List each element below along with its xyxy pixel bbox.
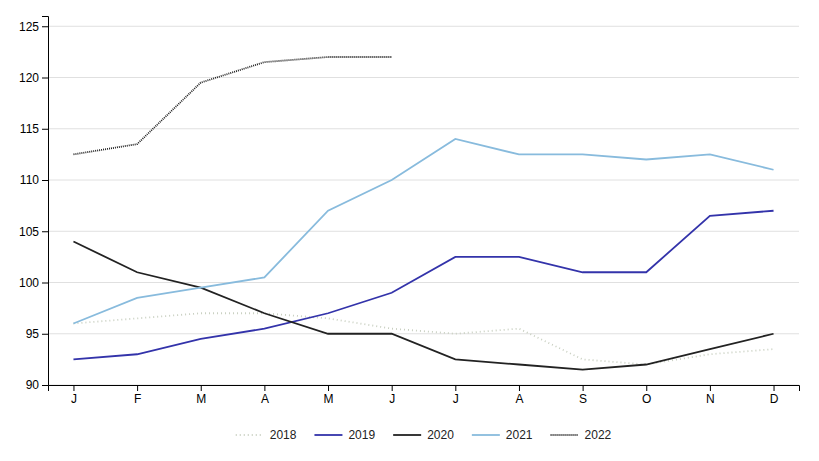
y-tick: 115 — [20, 122, 48, 136]
x-tick-mark — [710, 385, 711, 391]
y-tick-label: 120 — [19, 71, 39, 85]
y-tick-mark — [42, 334, 48, 335]
y-tick-mark — [42, 385, 48, 386]
y-tick-label: 125 — [19, 20, 39, 34]
y-tick-mark — [42, 180, 48, 181]
y-tick: 100 — [19, 276, 48, 290]
legend-swatch — [236, 434, 264, 436]
x-tick-mark — [137, 385, 138, 391]
plot-root: 90 95 100 105 110 115 120 125 J F M A M J J A S O N D — [19, 17, 800, 406]
x-tick: J — [71, 385, 77, 406]
y-axis: 90 95 100 105 110 115 120 125 — [19, 17, 49, 393]
series-line — [73, 57, 391, 154]
grid-line — [48, 180, 799, 181]
x-axis-line — [49, 386, 800, 392]
x-tick-mark — [583, 385, 584, 391]
legend-swatch — [472, 434, 500, 436]
x-tick: O — [642, 385, 651, 406]
x-axis: JFMAMJJASOND — [49, 385, 800, 406]
y-tick-mark — [42, 26, 48, 27]
legend-label: 2018 — [270, 428, 297, 442]
x-tick-mark — [328, 385, 329, 391]
legend-label: 2021 — [506, 428, 533, 442]
x-tick: F — [134, 385, 141, 406]
legend-swatch — [393, 434, 421, 436]
y-tick-mark — [42, 231, 48, 232]
y-tick: 95 — [26, 327, 48, 341]
x-tick-mark — [73, 385, 74, 391]
y-tick-label: 110 — [20, 173, 39, 187]
y-tick-label: 95 — [26, 327, 40, 341]
chart-container: 9095100105110115120125JFMAMJJASOND201820… — [0, 0, 819, 461]
grid-line — [48, 128, 799, 129]
x-tick-label: A — [515, 392, 523, 406]
y-tick-label: 115 — [20, 122, 39, 136]
x-tick-mark — [264, 385, 265, 391]
series-line — [73, 139, 773, 324]
x-tick-label: J — [71, 392, 77, 406]
legend-item: 2021 — [472, 428, 533, 442]
x-tick-label: M — [196, 392, 206, 406]
x-tick-mark — [201, 385, 202, 391]
y-tick-mark — [42, 129, 48, 130]
legend-swatch — [551, 434, 579, 436]
grid-line — [48, 26, 799, 27]
chart-svg: 9095100105110115120125JFMAMJJASOND201820… — [0, 0, 819, 461]
y-tick: 90 — [26, 378, 48, 392]
x-tick-mark — [455, 385, 456, 391]
x-tick-label: J — [389, 392, 395, 406]
series-line — [73, 242, 773, 370]
y-tick: 125 — [19, 20, 48, 34]
x-tick-label: D — [770, 392, 779, 406]
x-tick-mark — [646, 385, 647, 391]
x-tick: M — [196, 385, 206, 406]
x-tick-label: F — [134, 392, 141, 406]
y-tick-mark — [42, 283, 48, 284]
series-line — [73, 211, 773, 360]
legend-label: 2022 — [585, 428, 612, 442]
y-tick: 110 — [20, 173, 48, 187]
x-tick: M — [324, 385, 334, 406]
x-tick: N — [706, 385, 715, 406]
x-tick-label: S — [579, 392, 587, 406]
y-axis-line — [42, 17, 49, 386]
x-tick: S — [579, 385, 587, 406]
x-tick-mark — [519, 385, 520, 391]
y-tick: 120 — [19, 71, 48, 85]
x-tick: J — [389, 385, 395, 406]
x-tick-label: O — [642, 392, 651, 406]
legend-item: 2019 — [314, 428, 375, 442]
x-tick: J — [453, 385, 459, 406]
y-tick-mark — [42, 78, 48, 79]
grid-line — [48, 333, 799, 334]
legend-label: 2019 — [348, 428, 375, 442]
legend-item: 2018 — [236, 428, 297, 442]
grid-line — [48, 231, 799, 232]
legend-item: 2020 — [393, 428, 454, 442]
x-tick-label: A — [261, 392, 269, 406]
grid-line — [48, 282, 799, 283]
lines — [73, 57, 773, 370]
y-tick-label: 105 — [19, 225, 39, 239]
x-tick-label: M — [324, 392, 334, 406]
grid-line — [48, 77, 799, 78]
y-tick-label: 90 — [26, 378, 40, 392]
x-tick-label: N — [706, 392, 715, 406]
x-tick-mark — [774, 385, 775, 391]
grid — [48, 26, 799, 385]
legend-swatch — [314, 434, 342, 436]
x-tick: A — [261, 385, 269, 406]
y-tick-label: 100 — [19, 276, 39, 290]
legend-label: 2020 — [427, 428, 454, 442]
x-tick: A — [515, 385, 523, 406]
y-tick: 105 — [19, 225, 48, 239]
x-tick-mark — [392, 385, 393, 391]
legend: 2018 2019 2020 2021 2022 — [236, 428, 612, 442]
legend-item: 2022 — [551, 428, 612, 442]
series-line — [73, 313, 773, 364]
x-tick: D — [770, 385, 779, 406]
x-tick-label: J — [453, 392, 459, 406]
